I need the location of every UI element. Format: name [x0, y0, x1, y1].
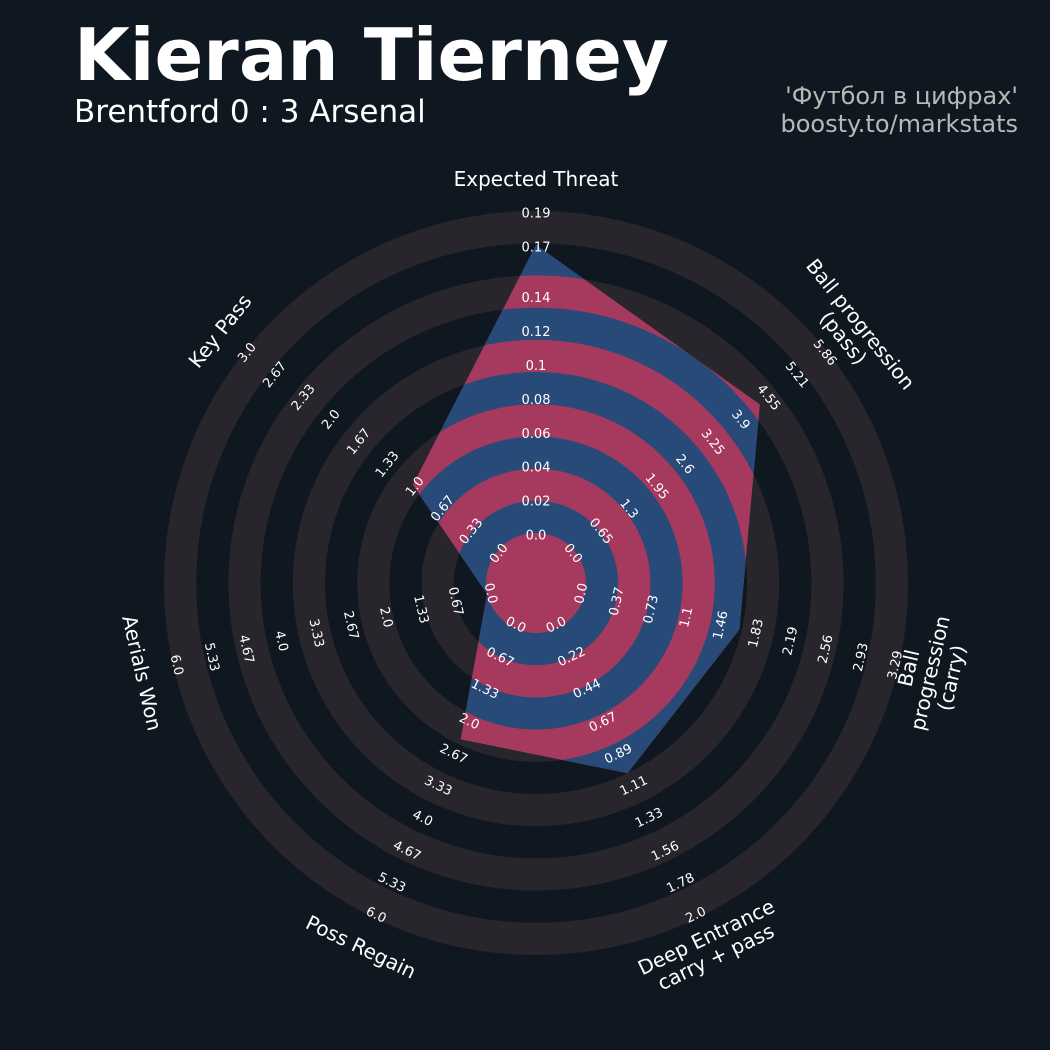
tick-label: 0.0 — [481, 582, 500, 606]
tick-label: 0.1 — [526, 359, 547, 374]
tick-label: 2.19 — [780, 625, 801, 657]
data-ring — [486, 533, 586, 633]
tick-label: 0.19 — [522, 207, 551, 222]
tick-label: 5.33 — [201, 641, 222, 673]
tick-label: 2.0 — [376, 606, 395, 630]
tick-label: 3.29 — [885, 649, 906, 681]
tick-label: 0.08 — [522, 393, 551, 408]
tick-label: 0.02 — [522, 495, 551, 510]
tick-label: 0.04 — [522, 461, 551, 476]
tick-label: 3.33 — [305, 617, 326, 649]
tick-label: 4.67 — [235, 633, 256, 665]
tick-label: 0.12 — [522, 325, 551, 340]
tick-label: 2.67 — [340, 610, 361, 642]
tick-label: 1.46 — [711, 609, 732, 641]
credit: 'Футбол в цифрах' — [785, 82, 1018, 110]
credit: boosty.to/markstats — [781, 110, 1019, 138]
tick-label: 1.1 — [677, 606, 696, 630]
tick-label: 4.0 — [271, 629, 290, 653]
tick-label: 0.73 — [641, 594, 662, 626]
tick-label: 0.37 — [607, 586, 628, 618]
category-label: Expected Threat — [453, 167, 619, 191]
subtitle: Brentford 0 : 3 Arsenal — [74, 94, 426, 130]
tick-label: 1.33 — [410, 594, 431, 626]
tick-label: 0.67 — [445, 586, 466, 618]
tick-label: 1.83 — [746, 618, 767, 650]
tick-label: 0.0 — [526, 529, 547, 544]
tick-label: 0.06 — [522, 427, 551, 442]
tick-label: 0.0 — [572, 582, 591, 606]
tick-label: 2.93 — [851, 641, 872, 673]
tick-label: 0.17 — [522, 240, 551, 255]
tick-label: 0.14 — [522, 291, 551, 306]
title: Kieran Tierney — [74, 13, 669, 97]
tick-label: 6.0 — [167, 653, 186, 677]
tick-label: 2.56 — [816, 633, 837, 665]
